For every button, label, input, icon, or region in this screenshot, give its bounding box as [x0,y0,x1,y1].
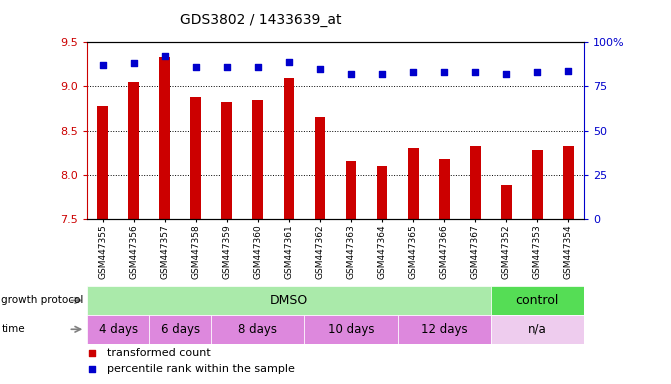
Bar [211,315,305,344]
Text: 10 days: 10 days [327,323,374,336]
Point [221,64,232,70]
Bar [491,315,584,344]
Point [439,69,450,75]
Bar [191,97,201,219]
Bar [150,315,211,344]
Point [375,149,386,155]
Bar [305,315,397,344]
Bar [346,161,356,219]
Point [97,62,108,68]
Text: percentile rank within the sample: percentile rank within the sample [107,364,295,374]
Bar [397,315,491,344]
Bar [87,286,491,315]
Text: DMSO: DMSO [270,294,308,307]
Point [376,71,387,77]
Bar [376,166,387,219]
Bar [128,82,139,219]
Text: 6 days: 6 days [161,323,200,336]
Bar [532,150,543,219]
Bar [408,148,419,219]
Text: 12 days: 12 days [421,323,468,336]
Text: transformed count: transformed count [107,348,211,358]
Bar [97,106,108,219]
Text: n/a: n/a [528,323,547,336]
Bar [470,146,480,219]
Point [252,64,263,70]
Point [532,69,543,75]
Bar [439,159,450,219]
Bar [252,100,263,219]
Text: 8 days: 8 days [238,323,277,336]
Bar [491,286,584,315]
Bar [221,102,232,219]
Text: GDS3802 / 1433639_at: GDS3802 / 1433639_at [180,13,342,27]
Text: time: time [1,324,25,334]
Point [346,71,356,77]
Point [160,53,170,60]
Bar [284,78,295,219]
Text: control: control [515,294,559,307]
Point [128,60,139,66]
Point [284,59,295,65]
Point [470,69,480,75]
Bar [315,117,325,219]
Bar [87,315,150,344]
Text: 4 days: 4 days [99,323,138,336]
Point [191,64,201,70]
Point [501,71,511,77]
Point [375,288,386,294]
Point [315,66,325,72]
Bar [501,185,511,219]
Bar [563,146,574,219]
Text: growth protocol: growth protocol [1,295,84,306]
Bar [160,57,170,219]
Point [408,69,419,75]
Point [563,68,574,74]
